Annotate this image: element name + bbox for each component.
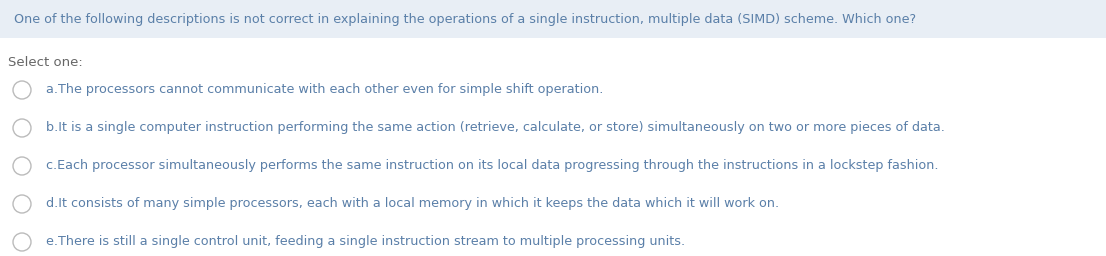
Text: a.The processors cannot communicate with each other even for simple shift operat: a.The processors cannot communicate with… [46, 83, 604, 97]
Bar [0, 0, 1106, 38]
Text: b.It is a single computer instruction performing the same action (retrieve, calc: b.It is a single computer instruction pe… [46, 122, 945, 134]
Text: c.Each processor simultaneously performs the same instruction on its local data : c.Each processor simultaneously performs… [46, 159, 939, 173]
Text: Select one:: Select one: [8, 56, 83, 69]
Text: e.There is still a single control unit, feeding a single instruction stream to m: e.There is still a single control unit, … [46, 236, 685, 249]
Text: d.It consists of many simple processors, each with a local memory in which it ke: d.It consists of many simple processors,… [46, 197, 779, 210]
Text: One of the following descriptions is not correct in explaining the operations of: One of the following descriptions is not… [14, 13, 916, 26]
